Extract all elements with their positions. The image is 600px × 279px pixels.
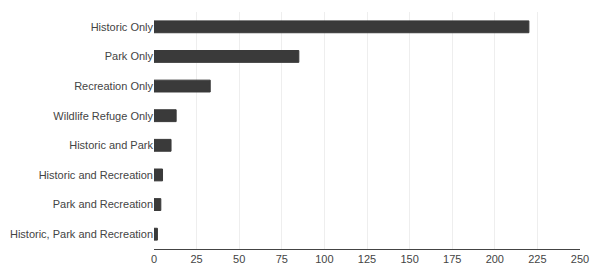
svg-text:225: 225 xyxy=(528,253,546,265)
svg-text:Park and Recreation: Park and Recreation xyxy=(53,198,153,210)
svg-text:75: 75 xyxy=(276,253,288,265)
svg-text:100: 100 xyxy=(315,253,333,265)
svg-text:175: 175 xyxy=(443,253,461,265)
svg-text:250: 250 xyxy=(571,253,589,265)
svg-text:50: 50 xyxy=(233,253,245,265)
svg-text:Historic, Park and Recreation: Historic, Park and Recreation xyxy=(10,228,153,240)
svg-text:Historic Only: Historic Only xyxy=(91,21,154,33)
svg-text:Park Only: Park Only xyxy=(105,50,154,62)
svg-text:200: 200 xyxy=(486,253,504,265)
svg-text:Wildlife Refuge Only: Wildlife Refuge Only xyxy=(53,110,153,122)
svg-text:Historic and Recreation: Historic and Recreation xyxy=(39,169,153,181)
svg-text:25: 25 xyxy=(190,253,202,265)
svg-text:Recreation Only: Recreation Only xyxy=(74,80,153,92)
svg-text:Historic and Park: Historic and Park xyxy=(69,139,153,151)
svg-text:150: 150 xyxy=(400,253,418,265)
svg-text:125: 125 xyxy=(358,253,376,265)
svg-text:0: 0 xyxy=(151,253,157,265)
